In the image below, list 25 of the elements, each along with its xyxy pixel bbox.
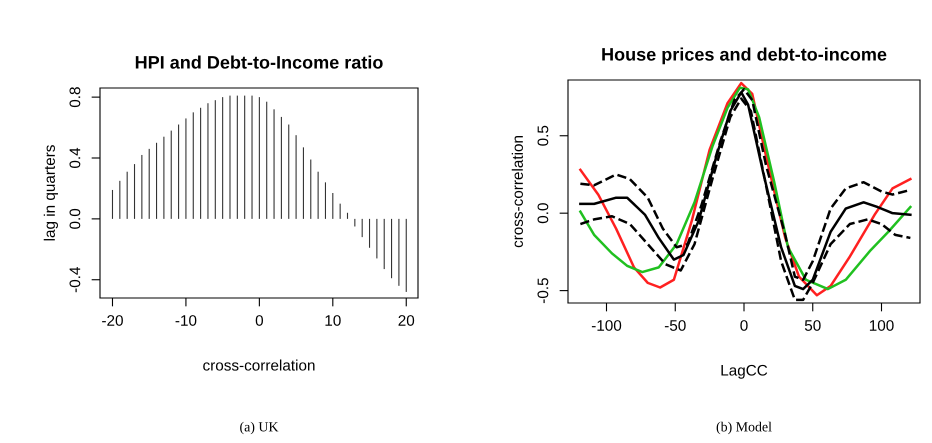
y-tick-label: -0.4 bbox=[69, 267, 80, 292]
text: (b) Model bbox=[716, 422, 772, 434]
x-tick-label: -100 bbox=[592, 320, 622, 331]
x-tick-label: 20 bbox=[398, 315, 414, 326]
x-tick-label: -20 bbox=[102, 315, 123, 326]
x-axis-title: cross-correlation bbox=[203, 359, 314, 371]
y-tick-label: 0.0 bbox=[69, 208, 80, 229]
x-tick-label: -50 bbox=[664, 320, 686, 331]
y-tick-label: 0.8 bbox=[69, 87, 80, 108]
y-tick-label: 0.4 bbox=[69, 148, 80, 168]
y-tick-label: -0.5 bbox=[537, 278, 548, 304]
x-tick-label: 0 bbox=[740, 320, 748, 331]
y-axis-title: lag in quarters bbox=[44, 145, 58, 240]
y-tick-label: 0.5 bbox=[537, 126, 548, 146]
y-tick-label: 0.0 bbox=[537, 203, 548, 224]
x-axis-title: LagCC bbox=[721, 364, 768, 379]
x-tick-label: 10 bbox=[325, 315, 341, 326]
text: (a) UK bbox=[240, 422, 278, 434]
x-tick-label: 50 bbox=[804, 320, 821, 331]
x-tick-label: 100 bbox=[870, 320, 894, 331]
chart-title: House prices and debt-to-income bbox=[602, 47, 886, 64]
x-tick-label: -10 bbox=[176, 315, 196, 326]
y-axis-title: cross-correlation bbox=[512, 136, 523, 248]
x-tick-label: 0 bbox=[256, 315, 264, 326]
chart-title: HPI and Debt-to-Income ratio bbox=[136, 55, 383, 69]
